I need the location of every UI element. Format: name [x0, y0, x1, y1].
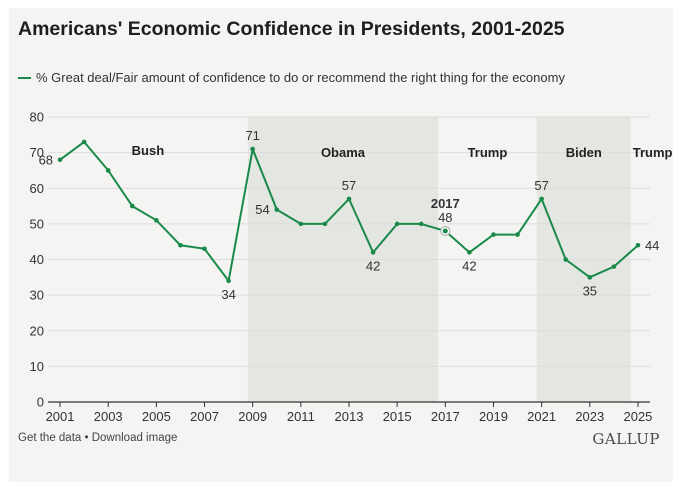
legend: % Great deal/Fair amount of confidence t… [18, 70, 565, 85]
era-label: Biden [566, 145, 602, 160]
data-point [178, 242, 183, 248]
data-point [226, 278, 231, 284]
data-label: 42 [462, 258, 476, 273]
y-tick-label: 0 [37, 395, 44, 410]
data-point [635, 242, 641, 248]
x-tick-label: 2021 [527, 409, 556, 424]
x-tick-label: 2005 [142, 409, 171, 424]
data-point [154, 218, 159, 223]
y-tick-label: 70 [30, 145, 44, 160]
data-point [274, 207, 280, 212]
chart-title: Americans' Economic Confidence in Presid… [18, 18, 565, 40]
data-label: 42 [366, 258, 380, 273]
data-label: 2017 [431, 196, 460, 211]
get-data-link[interactable]: Get the data [18, 432, 82, 444]
x-tick-label: 2003 [94, 409, 123, 424]
legend-line-swatch [18, 76, 31, 79]
footer-separator: • [81, 432, 92, 444]
x-tick-label: 2025 [623, 409, 652, 424]
data-point [129, 203, 135, 209]
data-point [611, 264, 617, 269]
x-tick-label: 2007 [190, 409, 219, 424]
data-point [81, 139, 87, 145]
data-label: 48 [438, 210, 452, 225]
footer-links: Get the data • Download image [18, 432, 177, 444]
data-label: 44 [645, 238, 659, 253]
y-tick-label: 10 [30, 359, 44, 374]
era-label: Bush [132, 143, 165, 158]
data-point [322, 221, 328, 227]
data-label: 57 [534, 178, 548, 193]
data-point [370, 250, 376, 255]
data-label: 68 [39, 152, 53, 167]
y-tick-label: 40 [30, 252, 44, 267]
x-tick-label: 2019 [479, 409, 508, 424]
era-label: Trump [468, 145, 508, 160]
data-point [298, 221, 304, 227]
x-tick-label: 2001 [46, 409, 75, 424]
data-label: 35 [583, 283, 597, 298]
data-point [442, 228, 448, 234]
y-tick-label: 20 [30, 323, 44, 338]
data-point [563, 257, 569, 262]
data-point [418, 221, 424, 227]
download-image-link[interactable]: Download image [91, 432, 178, 444]
data-point [202, 246, 207, 252]
data-label: 54 [255, 202, 269, 217]
data-label: 71 [245, 128, 259, 143]
x-tick-label: 2011 [287, 409, 315, 424]
data-point [105, 168, 111, 173]
era-label: Trump [633, 145, 673, 160]
data-point [250, 146, 255, 152]
x-tick-label: 2023 [575, 409, 604, 424]
legend-label: % Great deal/Fair amount of confidence t… [36, 70, 565, 85]
x-tick-label: 2013 [335, 409, 364, 424]
y-tick-label: 80 [30, 110, 44, 125]
y-tick-label: 30 [30, 288, 44, 303]
y-tick-label: 60 [30, 181, 44, 196]
data-point [491, 232, 496, 237]
x-tick-label: 2017 [431, 409, 460, 424]
data-point [346, 196, 352, 202]
x-tick-label: 2015 [383, 409, 412, 424]
gallup-logo: GALLUP [592, 430, 660, 448]
data-point [57, 157, 63, 163]
data-label: 34 [221, 287, 235, 302]
y-tick-label: 50 [30, 216, 44, 231]
data-point [587, 275, 593, 280]
x-tick-label: 2009 [238, 409, 267, 424]
data-label: 57 [342, 178, 356, 193]
data-point [539, 196, 544, 202]
data-point [394, 221, 400, 227]
data-point [467, 250, 472, 255]
data-point [515, 232, 520, 237]
era-label: Obama [321, 145, 366, 160]
